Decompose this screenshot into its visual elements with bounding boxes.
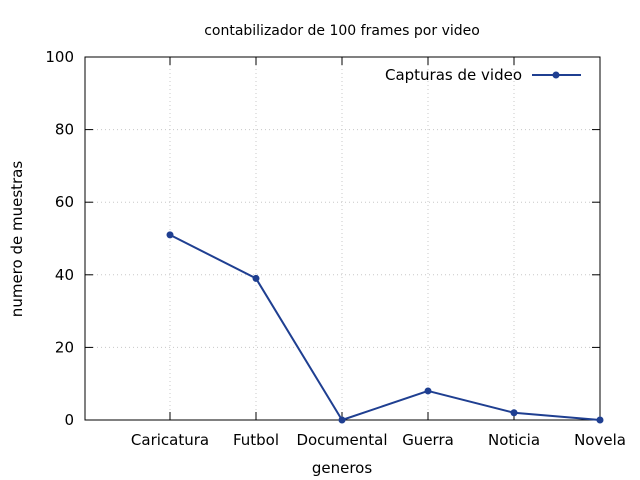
- x-tick-label: Novela: [574, 431, 626, 449]
- y-tick-label: 80: [55, 121, 74, 139]
- y-tick-label: 60: [55, 193, 74, 211]
- y-tick-label: 40: [55, 266, 74, 284]
- x-tick-label: Documental: [296, 431, 387, 449]
- x-tick-label: Guerra: [402, 431, 454, 449]
- data-point: [338, 416, 346, 424]
- data-point: [252, 274, 260, 282]
- data-point: [424, 387, 432, 395]
- x-tick-label: Caricatura: [131, 431, 209, 449]
- data-point: [596, 416, 604, 424]
- data-point: [510, 409, 518, 417]
- chart-title: contabilizador de 100 frames por video: [204, 23, 480, 39]
- y-axis-label: numero de muestras: [8, 161, 26, 318]
- y-tick-label: 0: [64, 411, 74, 429]
- legend-marker: [552, 71, 560, 79]
- legend-label: Capturas de video: [385, 66, 522, 84]
- x-tick-label: Futbol: [233, 431, 279, 449]
- ticks: 0 20 40 60 80 100 Caricatura Futbol Documental Gu…: [45, 48, 626, 449]
- y-tick-label: 100: [45, 48, 74, 66]
- x-axis-label: generos: [312, 459, 373, 477]
- grid: [85, 57, 600, 420]
- series-line: [169, 233, 601, 421]
- legend: Capturas de video: [385, 66, 581, 84]
- series-group: [166, 231, 604, 424]
- data-point: [166, 231, 174, 239]
- x-tick-label: Noticia: [488, 431, 540, 449]
- y-tick-label: 20: [55, 338, 74, 356]
